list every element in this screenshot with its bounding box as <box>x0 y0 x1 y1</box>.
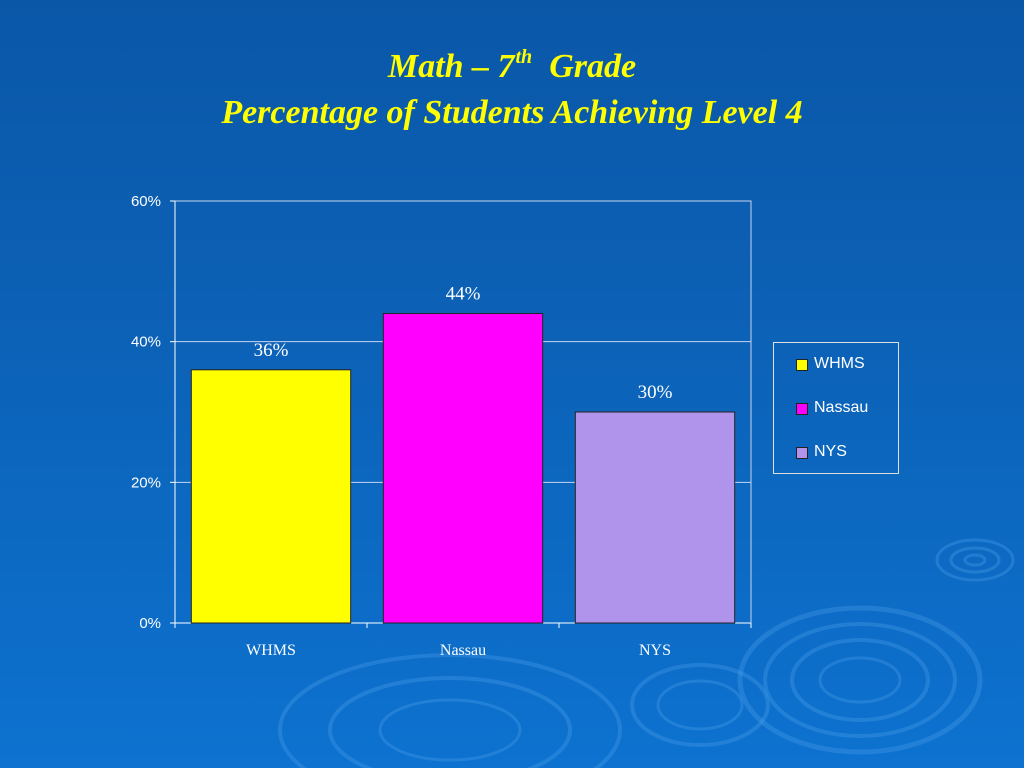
bar-whms <box>190 369 352 624</box>
y-tick-label: 0% <box>139 615 161 632</box>
y-tick-label: 20% <box>131 474 161 491</box>
legend-item-whms: WHMS <box>796 355 898 399</box>
x-category-label-whms: WHMS <box>246 642 296 659</box>
legend-item-nassau: Nassau <box>796 399 898 443</box>
title-line-1-prefix: Math – 7 <box>387 48 515 85</box>
legend-label-whms: WHMS <box>814 355 865 372</box>
data-label-whms: 36% <box>254 340 289 361</box>
title-line-1-suffix: Grade <box>549 48 637 85</box>
bar-nys <box>574 411 736 624</box>
title-line-2: Percentage of Students Achieving Level 4 <box>221 94 803 131</box>
bar-nassau <box>382 313 544 624</box>
y-tick-label: 60% <box>131 193 161 210</box>
slide-title: Math – 7th Grade Percentage of Students … <box>0 44 1024 136</box>
y-tick-label: 40% <box>131 334 161 351</box>
title-line-1: Math – 7th Grade <box>0 44 1024 90</box>
legend-item-nys: NYS <box>796 443 898 487</box>
x-category-label-nys: NYS <box>639 642 671 659</box>
legend-label-nassau: Nassau <box>814 399 869 416</box>
data-label-nys: 30% <box>638 382 673 403</box>
legend-swatch-whms <box>796 359 808 371</box>
data-label-nassau: 44% <box>446 284 481 305</box>
legend-swatch-nassau <box>796 403 808 415</box>
x-category-label-nassau: Nassau <box>440 642 486 659</box>
chart-legend: WHMS Nassau NYS <box>773 342 899 474</box>
title-superscript: th <box>515 46 533 68</box>
legend-swatch-nys <box>796 447 808 459</box>
legend-label-nys: NYS <box>814 443 847 460</box>
